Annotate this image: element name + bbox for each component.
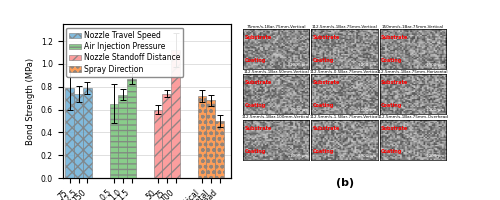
Bar — [206, 100, 216, 178]
Text: (b): (b) — [336, 178, 354, 188]
Bar — [66, 88, 74, 178]
Bar — [154, 110, 162, 178]
Bar — [74, 94, 83, 178]
Bar — [127, 79, 136, 178]
Bar — [110, 104, 118, 178]
Bar — [83, 88, 92, 178]
Bar — [162, 94, 171, 178]
Y-axis label: Bond Strength (MPa): Bond Strength (MPa) — [26, 57, 35, 145]
Bar — [118, 95, 127, 178]
Bar — [171, 50, 180, 178]
Bar — [198, 96, 206, 178]
Bar — [216, 121, 224, 178]
Legend: Nozzle Travel Speed, Air Injection Pressure, Nozzle Standoff Distance, Spray Dir: Nozzle Travel Speed, Air Injection Press… — [66, 28, 184, 77]
